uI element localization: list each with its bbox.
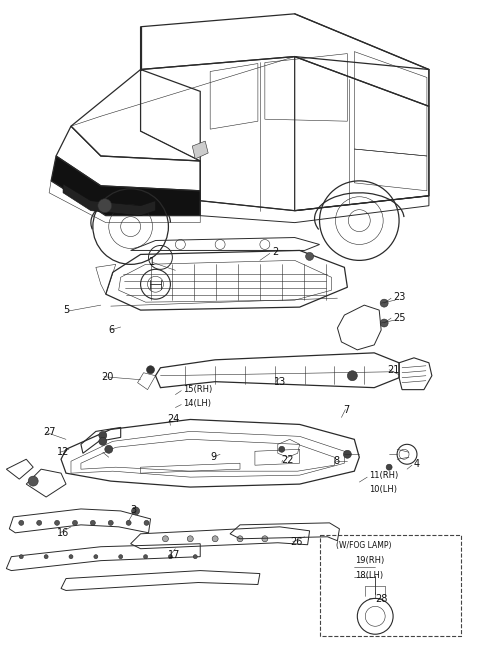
Circle shape <box>262 536 268 542</box>
Circle shape <box>19 520 24 525</box>
Circle shape <box>126 520 131 525</box>
Text: 14(LH): 14(LH) <box>183 399 211 408</box>
Circle shape <box>69 555 73 559</box>
Text: 23: 23 <box>393 292 406 302</box>
Circle shape <box>380 319 388 327</box>
Circle shape <box>187 536 193 542</box>
Circle shape <box>44 555 48 559</box>
Text: 21: 21 <box>387 365 399 375</box>
Text: 20: 20 <box>101 372 113 382</box>
Circle shape <box>36 520 42 525</box>
Polygon shape <box>51 156 200 215</box>
Text: 5: 5 <box>63 305 69 315</box>
Circle shape <box>279 446 285 452</box>
Circle shape <box>144 520 149 525</box>
Circle shape <box>90 520 96 525</box>
Text: 28: 28 <box>375 595 387 605</box>
Circle shape <box>108 520 113 525</box>
Circle shape <box>306 252 313 261</box>
Text: 7: 7 <box>343 405 349 415</box>
Text: 15(RH): 15(RH) <box>183 385 213 394</box>
Text: 13: 13 <box>274 377 286 386</box>
Text: 4: 4 <box>414 459 420 469</box>
Circle shape <box>343 450 351 458</box>
Circle shape <box>348 371 357 381</box>
Text: 25: 25 <box>393 313 406 323</box>
Circle shape <box>19 555 23 559</box>
Circle shape <box>237 536 243 542</box>
Text: 9: 9 <box>210 452 216 462</box>
Text: 17: 17 <box>168 550 181 559</box>
Text: (W/FOG LAMP): (W/FOG LAMP) <box>336 541 392 550</box>
Circle shape <box>99 438 107 445</box>
Circle shape <box>105 445 113 453</box>
Text: 8: 8 <box>334 457 339 466</box>
Text: 1: 1 <box>148 257 155 267</box>
Text: 6: 6 <box>109 325 115 335</box>
Text: 10(LH): 10(LH) <box>369 485 397 494</box>
Circle shape <box>162 536 168 542</box>
Circle shape <box>94 555 98 559</box>
Text: 27: 27 <box>43 428 56 438</box>
Text: 2: 2 <box>272 248 278 257</box>
Circle shape <box>146 365 155 374</box>
Circle shape <box>168 555 172 559</box>
Circle shape <box>72 520 77 525</box>
Circle shape <box>132 507 140 515</box>
Text: 11(RH): 11(RH) <box>369 471 398 479</box>
Text: 18(LH): 18(LH) <box>355 571 384 580</box>
Text: 3: 3 <box>131 505 137 515</box>
Text: 19(RH): 19(RH) <box>355 556 384 565</box>
Circle shape <box>386 464 392 470</box>
Circle shape <box>99 432 107 440</box>
Text: 22: 22 <box>281 455 293 465</box>
Circle shape <box>380 299 388 307</box>
Text: 24: 24 <box>168 415 180 424</box>
Text: 12: 12 <box>57 447 70 457</box>
Bar <box>320 534 461 636</box>
Circle shape <box>98 198 112 213</box>
Text: 26: 26 <box>291 536 303 547</box>
Circle shape <box>119 555 123 559</box>
Polygon shape <box>63 184 156 215</box>
Circle shape <box>193 555 197 559</box>
Circle shape <box>28 476 38 486</box>
Polygon shape <box>192 141 208 159</box>
Text: 16: 16 <box>57 528 69 538</box>
Circle shape <box>212 536 218 542</box>
Circle shape <box>55 520 60 525</box>
Circle shape <box>144 555 147 559</box>
